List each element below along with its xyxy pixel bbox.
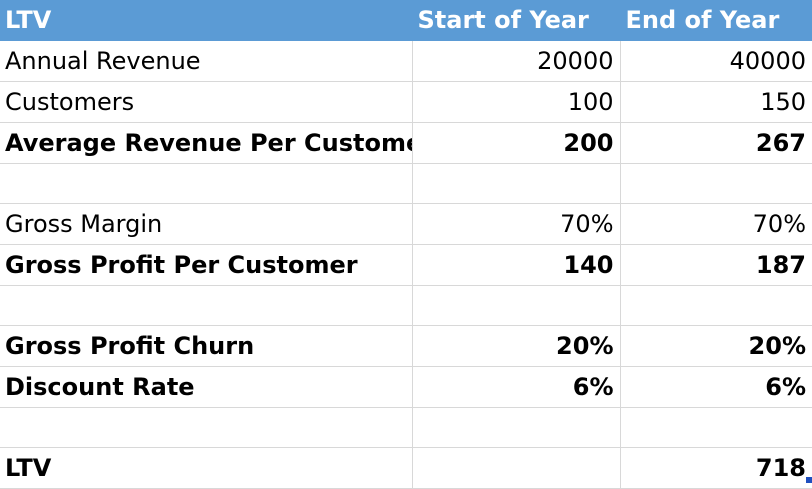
end-value-cell[interactable]: 6% [620,366,812,408]
start-value-cell[interactable] [412,285,621,326]
start-value-cell[interactable]: 200 [412,122,621,164]
table-row: Average Revenue Per Customer 200 267 [0,122,812,164]
end-value-cell[interactable]: 70% [620,203,812,245]
end-value-cell[interactable]: 150 [620,81,812,123]
table-row-empty [0,285,812,326]
start-value-cell[interactable] [412,447,621,489]
end-value-cell[interactable] [620,407,812,448]
table-row-empty [0,163,812,204]
table-row: Gross Margin 70% 70% [0,203,812,245]
row-label-cell[interactable]: Gross Profit Per Customer [0,244,413,286]
end-value-cell[interactable] [620,163,812,204]
start-value-cell[interactable]: 70% [412,203,621,245]
header-row: LTV Start of Year End of Year [0,0,812,41]
start-value-cell[interactable] [412,407,621,448]
table-row: LTV 718 [0,447,812,489]
end-value-cell[interactable]: 20% [620,325,812,367]
fill-handle[interactable] [806,477,812,483]
header-cell-start-of-year[interactable]: Start of Year [412,0,621,41]
row-label-cell[interactable] [0,407,413,448]
row-label-cell[interactable]: Customers [0,81,413,123]
table-row: Annual Revenue 20000 40000 [0,40,812,82]
header-cell-ltv[interactable]: LTV [0,0,413,41]
table-row: Gross Profit Per Customer 140 187 [0,244,812,286]
start-value-cell[interactable]: 6% [412,366,621,408]
end-value-cell[interactable]: 267 [620,122,812,164]
row-label-cell[interactable]: Gross Profit Churn [0,325,413,367]
row-label-cell[interactable]: Discount Rate [0,366,413,408]
end-value-cell[interactable]: 40000 [620,40,812,82]
table-row-empty [0,407,812,448]
table-row: Customers 100 150 [0,81,812,123]
start-value-cell[interactable]: 100 [412,81,621,123]
end-value-cell[interactable]: 187 [620,244,812,286]
table-row: Discount Rate 6% 6% [0,366,812,408]
start-value-cell[interactable]: 20000 [412,40,621,82]
row-label-cell[interactable]: Gross Margin [0,203,413,245]
start-value-cell[interactable]: 140 [412,244,621,286]
header-cell-end-of-year[interactable]: End of Year [620,0,812,41]
end-value-cell[interactable] [620,285,812,326]
start-value-cell[interactable]: 20% [412,325,621,367]
end-value-cell[interactable]: 718 [620,447,812,489]
row-label-cell[interactable] [0,285,413,326]
start-value-cell[interactable] [412,163,621,204]
row-label-cell[interactable]: LTV [0,447,413,489]
row-label-cell[interactable]: Average Revenue Per Customer [0,122,413,164]
row-label-cell[interactable] [0,163,413,204]
table-row: Gross Profit Churn 20% 20% [0,325,812,367]
row-label-cell[interactable]: Annual Revenue [0,40,413,82]
